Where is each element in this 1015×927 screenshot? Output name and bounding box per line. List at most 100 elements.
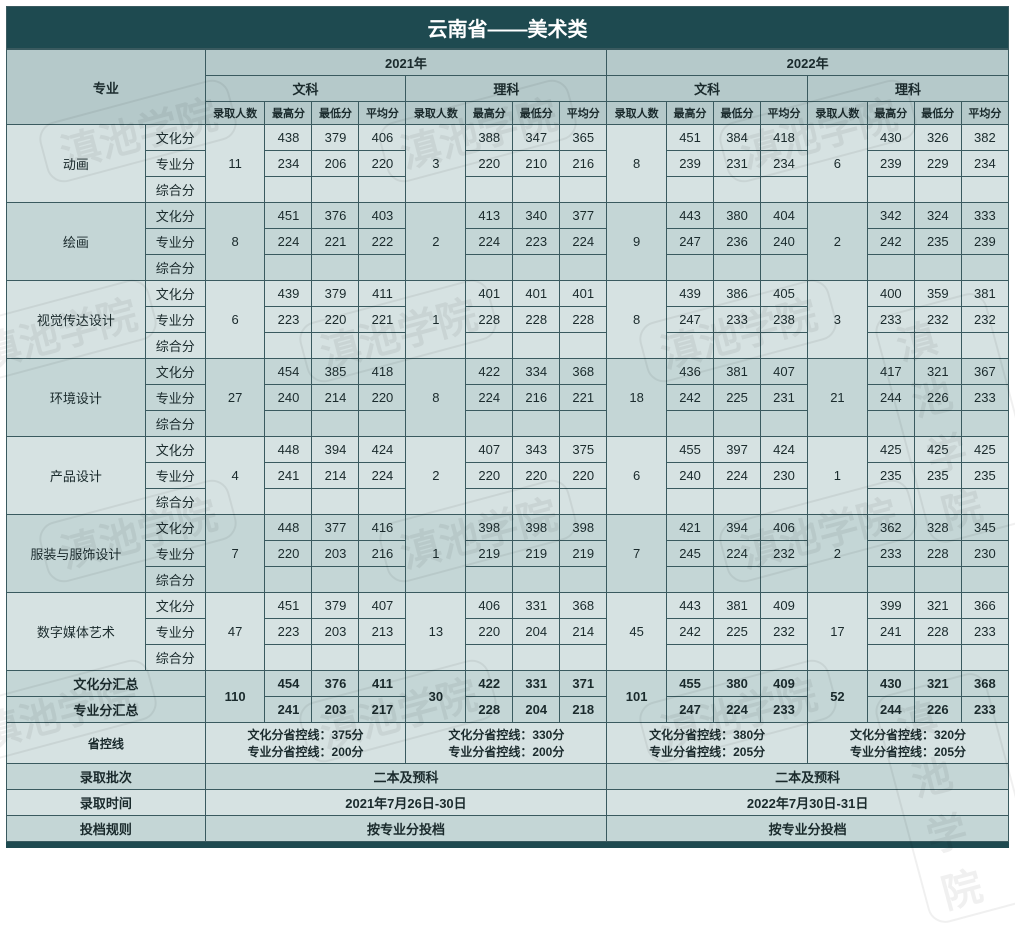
value-cell: 217 bbox=[359, 697, 406, 723]
value-cell: 228 bbox=[914, 541, 961, 567]
value-cell: 231 bbox=[761, 385, 808, 411]
count-cell: 2 bbox=[406, 203, 466, 281]
value-cell: 233 bbox=[961, 385, 1008, 411]
value-cell bbox=[560, 489, 607, 515]
value-cell: 331 bbox=[513, 593, 560, 619]
value-cell bbox=[667, 411, 714, 437]
count-cell: 52 bbox=[808, 671, 868, 723]
value-cell bbox=[265, 489, 312, 515]
value-cell: 234 bbox=[961, 151, 1008, 177]
hdr-col: 最高分 bbox=[466, 102, 513, 125]
value-cell: 224 bbox=[466, 229, 513, 255]
score-type: 文化分 bbox=[145, 203, 205, 229]
value-cell: 397 bbox=[714, 437, 761, 463]
count-cell: 1 bbox=[406, 515, 466, 593]
value-cell bbox=[667, 645, 714, 671]
count-cell: 4 bbox=[205, 437, 265, 515]
value-cell: 376 bbox=[312, 203, 359, 229]
hdr-col: 最低分 bbox=[513, 102, 560, 125]
value-cell: 438 bbox=[265, 125, 312, 151]
value-cell bbox=[265, 645, 312, 671]
value-cell: 422 bbox=[466, 671, 513, 697]
value-cell: 220 bbox=[560, 463, 607, 489]
value-cell: 235 bbox=[914, 463, 961, 489]
value-cell: 245 bbox=[667, 541, 714, 567]
value-cell: 377 bbox=[560, 203, 607, 229]
value-cell: 443 bbox=[667, 203, 714, 229]
value-cell: 406 bbox=[761, 515, 808, 541]
value-cell bbox=[761, 567, 808, 593]
value-cell: 244 bbox=[867, 385, 914, 411]
value-cell: 219 bbox=[513, 541, 560, 567]
value-cell: 398 bbox=[513, 515, 560, 541]
value-cell: 221 bbox=[312, 229, 359, 255]
value-cell bbox=[265, 255, 312, 281]
value-cell: 219 bbox=[560, 541, 607, 567]
score-type: 专业分 bbox=[145, 463, 205, 489]
value-cell bbox=[961, 255, 1008, 281]
value-cell: 340 bbox=[513, 203, 560, 229]
score-type: 文化分 bbox=[145, 437, 205, 463]
value-cell: 451 bbox=[667, 125, 714, 151]
value-cell: 430 bbox=[867, 125, 914, 151]
value-cell bbox=[761, 333, 808, 359]
value-cell bbox=[961, 645, 1008, 671]
value-cell: 247 bbox=[667, 697, 714, 723]
value-cell: 230 bbox=[961, 541, 1008, 567]
value-cell: 425 bbox=[914, 437, 961, 463]
count-cell: 1 bbox=[406, 281, 466, 359]
value-cell: 342 bbox=[867, 203, 914, 229]
value-cell bbox=[312, 333, 359, 359]
value-cell: 233 bbox=[961, 697, 1008, 723]
value-cell: 223 bbox=[265, 619, 312, 645]
value-cell bbox=[265, 411, 312, 437]
value-cell bbox=[466, 177, 513, 203]
value-cell: 388 bbox=[466, 125, 513, 151]
value-cell: 232 bbox=[761, 619, 808, 645]
value-cell bbox=[513, 255, 560, 281]
value-cell: 224 bbox=[714, 697, 761, 723]
value-cell: 233 bbox=[761, 697, 808, 723]
value-cell: 219 bbox=[466, 541, 513, 567]
value-cell: 406 bbox=[359, 125, 406, 151]
batch-2022: 二本及预科 bbox=[607, 764, 1009, 790]
value-cell bbox=[513, 567, 560, 593]
hdr-col: 最高分 bbox=[867, 102, 914, 125]
value-cell bbox=[359, 567, 406, 593]
rule-label: 投档规则 bbox=[7, 816, 206, 842]
value-cell: 228 bbox=[466, 307, 513, 333]
value-cell: 233 bbox=[961, 619, 1008, 645]
count-cell: 2 bbox=[808, 203, 868, 281]
value-cell: 225 bbox=[714, 619, 761, 645]
value-cell: 405 bbox=[761, 281, 808, 307]
value-cell: 455 bbox=[667, 437, 714, 463]
value-cell: 228 bbox=[513, 307, 560, 333]
value-cell bbox=[761, 255, 808, 281]
value-cell: 424 bbox=[761, 437, 808, 463]
value-cell bbox=[359, 645, 406, 671]
value-cell: 228 bbox=[560, 307, 607, 333]
value-cell: 321 bbox=[914, 671, 961, 697]
value-cell bbox=[867, 333, 914, 359]
value-cell bbox=[560, 411, 607, 437]
value-cell: 213 bbox=[359, 619, 406, 645]
value-cell: 222 bbox=[359, 229, 406, 255]
value-cell: 239 bbox=[961, 229, 1008, 255]
time-2021: 2021年7月26日-30日 bbox=[205, 790, 607, 816]
value-cell bbox=[560, 645, 607, 671]
score-type: 综合分 bbox=[145, 333, 205, 359]
value-cell: 241 bbox=[867, 619, 914, 645]
value-cell: 220 bbox=[513, 463, 560, 489]
count-cell: 8 bbox=[607, 125, 667, 203]
hdr-year-2021: 2021年 bbox=[205, 50, 607, 76]
value-cell: 214 bbox=[312, 385, 359, 411]
value-cell: 220 bbox=[466, 619, 513, 645]
value-cell: 242 bbox=[667, 385, 714, 411]
value-cell bbox=[667, 567, 714, 593]
score-type: 文化分 bbox=[145, 125, 205, 151]
major-name: 绘画 bbox=[7, 203, 146, 281]
value-cell: 345 bbox=[961, 515, 1008, 541]
value-cell: 235 bbox=[961, 463, 1008, 489]
value-cell: 359 bbox=[914, 281, 961, 307]
value-cell: 331 bbox=[513, 671, 560, 697]
